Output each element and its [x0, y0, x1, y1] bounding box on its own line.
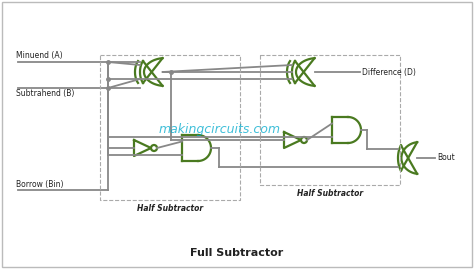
Text: Borrow (Bin): Borrow (Bin) — [16, 180, 64, 189]
Text: Full Subtractor: Full Subtractor — [191, 248, 283, 258]
Text: Subtrahend (B): Subtrahend (B) — [16, 89, 74, 98]
Text: Minuend (A): Minuend (A) — [16, 51, 63, 60]
Text: Bout: Bout — [437, 154, 455, 162]
Text: Half Subtractor: Half Subtractor — [297, 189, 363, 198]
Text: Difference (D): Difference (D) — [362, 68, 415, 76]
Text: Half Subtractor: Half Subtractor — [137, 204, 203, 213]
Text: makingcircuits.com: makingcircuits.com — [159, 123, 281, 136]
